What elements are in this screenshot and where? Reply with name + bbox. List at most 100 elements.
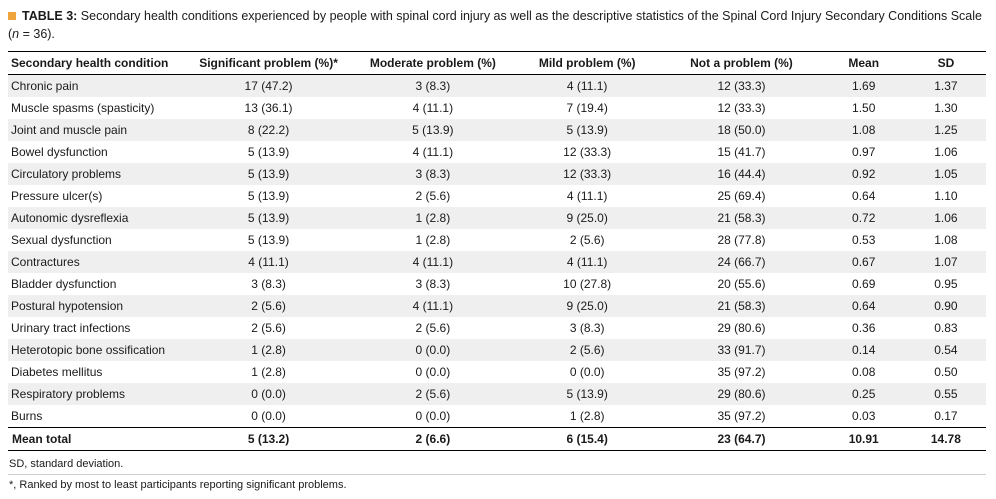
cell-moderate: 0 (0.0) bbox=[415, 409, 451, 424]
cell-condition: Bowel dysfunction bbox=[11, 145, 108, 160]
caption-text: Secondary health conditions experienced … bbox=[8, 9, 982, 42]
secondary-conditions-table: Secondary health condition Significant p… bbox=[8, 51, 986, 452]
cell-significant: 1 (2.8) bbox=[251, 365, 286, 380]
cell-mean: 0.53 bbox=[852, 233, 876, 248]
cell-mild: 12 (33.3) bbox=[563, 145, 612, 160]
cell-moderate: 4 (11.1) bbox=[412, 299, 454, 314]
total-mean: 10.91 bbox=[821, 427, 906, 452]
cell-condition: Autonomic dysreflexia bbox=[11, 211, 129, 226]
cell-moderate: 3 (8.3) bbox=[415, 167, 451, 182]
cell-not_a_problem: 21 (58.3) bbox=[717, 211, 766, 226]
cell-condition: Muscle spasms (spasticity) bbox=[11, 101, 155, 116]
header-mean: Mean bbox=[821, 51, 906, 76]
cell-moderate: 3 (8.3) bbox=[415, 79, 451, 94]
cell-moderate: 0 (0.0) bbox=[415, 365, 451, 380]
table-row: Urinary tract infections 2 (5.6) 2 (5.6) 3 … bbox=[8, 317, 986, 339]
cell-sd: 0.90 bbox=[934, 299, 958, 314]
cell-sd: 0.17 bbox=[934, 409, 958, 424]
cell-sd: 1.05 bbox=[934, 167, 958, 182]
cell-significant: 0 (0.0) bbox=[251, 387, 286, 402]
table-total: Mean total 5 (13.2) 2 (6.6) 6 (15.4) 23 … bbox=[8, 427, 986, 452]
cell-not_a_problem: 12 (33.3) bbox=[717, 79, 766, 94]
cell-significant: 8 (22.2) bbox=[247, 123, 290, 138]
header-mild: Mild problem (%) bbox=[513, 51, 662, 76]
total-condition: Mean total bbox=[8, 427, 185, 452]
table-row: Autonomic dysreflexia 5 (13.9) 1 (2.8) 9 (2… bbox=[8, 207, 986, 230]
cell-sd: 1.10 bbox=[934, 189, 958, 204]
cell-mean: 0.92 bbox=[852, 167, 876, 182]
cell-mean: 0.64 bbox=[852, 189, 876, 204]
cell-mild: 9 (25.0) bbox=[566, 211, 608, 226]
cell-significant: 2 (5.6) bbox=[251, 321, 286, 336]
table-row: Respiratory problems 0 (0.0) 2 (5.6) 5 (13.… bbox=[8, 383, 986, 406]
table-row: Sexual dysfunction 5 (13.9) 1 (2.8) 2 (5.6)… bbox=[8, 229, 986, 251]
cell-moderate: 3 (8.3) bbox=[415, 277, 451, 292]
cell-condition: Bladder dysfunction bbox=[11, 277, 117, 292]
cell-significant: 2 (5.6) bbox=[251, 299, 286, 314]
table-row: Diabetes mellitus 1 (2.8) 0 (0.0) 0 (0.0) 35… bbox=[8, 361, 986, 383]
cell-sd: 1.07 bbox=[934, 255, 958, 270]
cell-not_a_problem: 20 (55.6) bbox=[717, 277, 766, 292]
cell-mean: 0.36 bbox=[852, 321, 876, 336]
cell-mild: 4 (11.1) bbox=[566, 255, 608, 270]
table-row: Bowel dysfunction 5 (13.9) 4 (11.1) 12 (33.… bbox=[8, 141, 986, 163]
table-row: Circulatory problems 5 (13.9) 3 (8.3) 12 (3… bbox=[8, 163, 986, 186]
cell-condition: Joint and muscle pain bbox=[11, 123, 128, 138]
cell-moderate: 4 (11.1) bbox=[412, 145, 454, 160]
cell-mild: 4 (11.1) bbox=[566, 189, 608, 204]
total-not-a-problem: 23 (64.7) bbox=[661, 427, 822, 452]
table-body: Chronic pain 17 (47.2) 3 (8.3) 4 (11.1) 12 (… bbox=[8, 74, 986, 428]
cell-not_a_problem: 28 (77.8) bbox=[717, 233, 766, 248]
total-sd: 14.78 bbox=[905, 427, 986, 452]
cell-significant: 5 (13.9) bbox=[247, 189, 290, 204]
table-row: Bladder dysfunction 3 (8.3) 3 (8.3) 10 (27.… bbox=[8, 273, 986, 295]
cell-mild: 5 (13.9) bbox=[566, 387, 608, 402]
table-row: Joint and muscle pain 8 (22.2) 5 (13.9) 5 (… bbox=[8, 119, 986, 142]
cell-moderate: 2 (5.6) bbox=[415, 189, 451, 204]
cell-mean: 0.64 bbox=[852, 299, 876, 314]
table-row: Burns 0 (0.0) 0 (0.0) 1 (2.8) 35 (97.2) 0.03 0… bbox=[8, 405, 986, 428]
cell-sd: 1.06 bbox=[934, 211, 958, 226]
cell-significant: 17 (47.2) bbox=[244, 79, 293, 94]
table-header: Secondary health condition Significant p… bbox=[8, 51, 986, 76]
caption-marker-icon bbox=[8, 12, 16, 20]
cell-mean: 0.14 bbox=[852, 343, 876, 358]
cell-condition: Contractures bbox=[11, 255, 80, 270]
cell-not_a_problem: 24 (66.7) bbox=[717, 255, 766, 270]
cell-condition: Sexual dysfunction bbox=[11, 233, 112, 248]
cell-condition: Pressure ulcer(s) bbox=[11, 189, 103, 204]
header-significant: Significant problem (%)* bbox=[184, 51, 353, 76]
header-moderate: Moderate problem (%) bbox=[352, 51, 514, 76]
cell-moderate: 2 (5.6) bbox=[415, 321, 451, 336]
cell-mean: 0.08 bbox=[852, 365, 876, 380]
cell-significant: 5 (13.9) bbox=[247, 211, 290, 226]
cell-mild: 12 (33.3) bbox=[563, 167, 612, 182]
cell-condition: Postural hypotension bbox=[11, 299, 124, 314]
cell-sd: 1.06 bbox=[934, 145, 958, 160]
cell-significant: 4 (11.1) bbox=[248, 255, 289, 270]
cell-sd: 1.25 bbox=[934, 123, 958, 138]
cell-mild: 3 (8.3) bbox=[569, 321, 605, 336]
cell-significant: 5 (13.9) bbox=[247, 233, 290, 248]
cell-mean: 0.72 bbox=[852, 211, 876, 226]
cell-sd: 1.08 bbox=[934, 233, 958, 248]
cell-not_a_problem: 21 (58.3) bbox=[717, 299, 766, 314]
table-row: Postural hypotension 2 (5.6) 4 (11.1) 9 (25… bbox=[8, 295, 986, 318]
total-significant: 5 (13.2) bbox=[184, 427, 353, 452]
cell-sd: 0.50 bbox=[934, 365, 958, 380]
cell-moderate: 4 (11.1) bbox=[412, 255, 454, 270]
cell-not_a_problem: 12 (33.3) bbox=[717, 101, 766, 116]
table-row: Chronic pain 17 (47.2) 3 (8.3) 4 (11.1) 12 (… bbox=[8, 74, 986, 98]
cell-not_a_problem: 29 (80.6) bbox=[717, 387, 766, 402]
cell-not_a_problem: 15 (41.7) bbox=[717, 145, 766, 160]
cell-significant: 5 (13.9) bbox=[247, 145, 290, 160]
footnotes: SD, standard deviation. *, Ranked by mos… bbox=[8, 454, 986, 495]
cell-sd: 0.54 bbox=[934, 343, 958, 358]
cell-sd: 0.83 bbox=[934, 321, 958, 336]
cell-mean: 1.69 bbox=[852, 79, 876, 94]
footnote-sd: SD, standard deviation. bbox=[9, 458, 124, 471]
cell-condition: Chronic pain bbox=[11, 79, 79, 94]
header-row: Secondary health condition Significant p… bbox=[8, 51, 986, 76]
cell-mean: 0.97 bbox=[852, 145, 876, 160]
